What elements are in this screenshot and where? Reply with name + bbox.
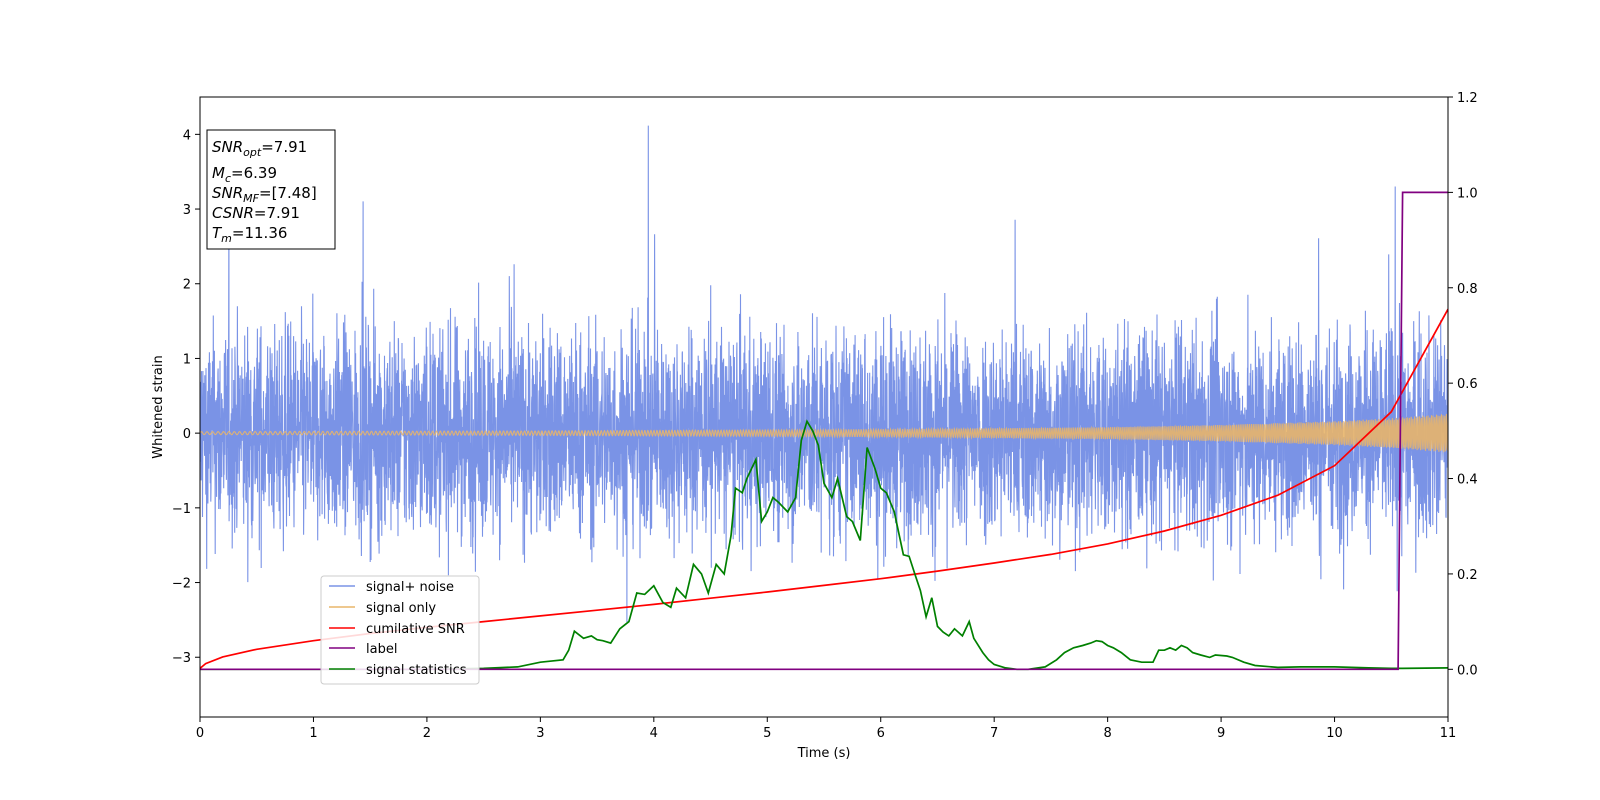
x-tick-label: 3 <box>536 726 544 741</box>
x-tick-label: 8 <box>1103 726 1111 741</box>
legend-label-stats: signal statistics <box>366 663 467 678</box>
y-tick-label: 4 <box>183 128 191 143</box>
series-signal-statistics <box>200 419 1448 671</box>
x-tick-label: 9 <box>1217 726 1225 741</box>
stats-box: SNRopt=7.91 Mc=6.39 SNRMF=[7.48] CSNR=7.… <box>206 129 336 250</box>
series-signal-only <box>200 413 1448 453</box>
x-tick-label: 10 <box>1326 726 1343 741</box>
x-axis-label: Time (s) <box>797 746 851 761</box>
csnr-line: CSNR=7.91 <box>212 204 300 222</box>
y-axis-label: Whitened strain <box>151 355 166 458</box>
snr-mf-line: SNRMF=[7.48] <box>212 184 317 205</box>
tm-line: Tm=11.36 <box>212 224 287 245</box>
y-tick-label: 1 <box>183 352 191 367</box>
y2-tick-label: 1.2 <box>1457 91 1478 106</box>
plot-frame <box>199 96 1449 718</box>
x-tick-label: 11 <box>1440 726 1457 741</box>
legend-label-label: label <box>366 642 397 657</box>
legend-label-signal: signal only <box>366 601 436 616</box>
series-signal-noise <box>200 125 1448 623</box>
series-cumulative-snr <box>200 308 1448 670</box>
x-tick-label: 4 <box>650 726 658 741</box>
y-tick-label: 2 <box>183 278 191 293</box>
x-tick-label: 6 <box>877 726 885 741</box>
legend-label-csnr: cumilative SNR <box>366 622 465 637</box>
y-tick-label: 3 <box>183 203 191 218</box>
x-tick-label: 5 <box>763 726 771 741</box>
y2-tick-label: 0.6 <box>1457 377 1478 392</box>
snr-opt-line: SNRopt=7.91 <box>212 138 307 159</box>
y2-tick-label: 0.4 <box>1457 473 1478 488</box>
y2-tick-label: 1.0 <box>1457 186 1478 201</box>
y-tick-label: −3 <box>172 651 191 666</box>
x-tick-label: 7 <box>990 726 998 741</box>
legend-label-noise: signal+ noise <box>366 580 454 595</box>
y2-tick-label: 0.2 <box>1457 568 1478 583</box>
y2-tick-label: 0.0 <box>1457 663 1478 678</box>
mc-line: Mc=6.39 <box>212 164 277 185</box>
series-label <box>200 191 1448 671</box>
y2-tick-label: 0.8 <box>1457 282 1478 297</box>
y-tick-label: −1 <box>172 502 191 517</box>
x-tick-label: 1 <box>309 726 317 741</box>
x-tick-label: 0 <box>196 726 204 741</box>
legend: signal+ noise signal only cumilative SNR… <box>320 575 480 685</box>
x-tick-label: 2 <box>423 726 431 741</box>
y-tick-label: −2 <box>172 577 191 592</box>
y-tick-label: 0 <box>183 427 191 442</box>
